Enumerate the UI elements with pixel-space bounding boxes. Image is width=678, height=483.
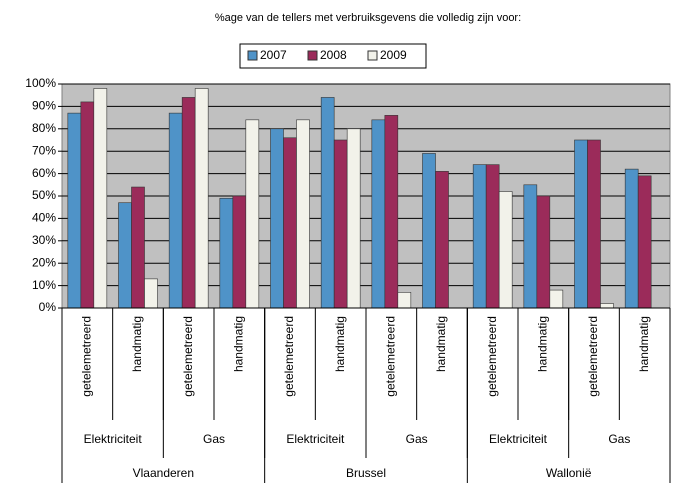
y-tick-label: 30% xyxy=(32,233,56,247)
bar xyxy=(296,119,310,309)
group-label: Vlaanderen xyxy=(133,466,194,480)
bar xyxy=(574,139,588,309)
bar xyxy=(194,88,209,309)
bar xyxy=(536,195,551,309)
y-tick-label: 90% xyxy=(32,99,56,113)
x-tick-label: getelemetreerd xyxy=(80,316,94,397)
bar xyxy=(485,164,500,309)
legend-label: 2009 xyxy=(380,48,407,62)
group-label: Elektriciteit xyxy=(286,432,345,446)
bar xyxy=(283,137,297,309)
bar xyxy=(346,128,361,309)
bar xyxy=(435,171,449,309)
bar xyxy=(637,175,652,309)
x-tick-label: handmatig xyxy=(637,316,651,372)
y-tick-label: 50% xyxy=(32,188,56,202)
group-label: Elektriciteit xyxy=(489,432,548,446)
y-tick-label: 10% xyxy=(32,278,56,292)
x-tick-label: getelemetreerd xyxy=(384,316,398,397)
legend-label: 2008 xyxy=(320,48,347,62)
bar xyxy=(600,303,614,309)
x-tick-label: getelemetreerd xyxy=(586,316,600,397)
y-tick-label: 20% xyxy=(32,255,56,269)
y-tick-label: 40% xyxy=(32,211,56,225)
bar xyxy=(397,292,412,309)
y-tick-label: 0% xyxy=(39,300,57,314)
bar xyxy=(80,101,95,309)
bar xyxy=(320,97,335,309)
x-tick-label: handmatig xyxy=(434,316,448,372)
y-tick-label: 60% xyxy=(32,166,56,180)
x-tick-label: handmatig xyxy=(232,316,246,372)
bar xyxy=(472,164,487,309)
bar xyxy=(624,168,639,309)
bar xyxy=(498,191,513,309)
bar xyxy=(144,278,158,309)
bar xyxy=(523,184,538,309)
bar xyxy=(384,115,399,309)
group-label: Wallonië xyxy=(546,466,592,480)
x-tick-label: handmatig xyxy=(130,316,144,372)
legend-swatch xyxy=(367,50,378,61)
legend-label: 2007 xyxy=(260,48,287,62)
y-tick-label: 80% xyxy=(32,121,56,135)
bar xyxy=(245,119,260,309)
x-tick-label: handmatig xyxy=(536,316,550,372)
bar xyxy=(118,202,132,309)
chart-title: %age van de tellers met verbruiksgevens … xyxy=(215,12,521,24)
x-tick-label: getelemetreerd xyxy=(181,316,195,397)
bar xyxy=(422,153,436,309)
bar xyxy=(168,112,183,309)
group-label: Brussel xyxy=(346,466,386,480)
bar xyxy=(371,119,386,309)
bar xyxy=(270,128,284,309)
legend-swatch xyxy=(307,50,318,61)
bar xyxy=(67,112,82,309)
bar xyxy=(219,197,234,309)
y-tick-label: 70% xyxy=(32,143,56,157)
bar xyxy=(131,186,145,309)
bar xyxy=(232,195,247,309)
y-tick-label: 100% xyxy=(25,76,56,90)
x-tick-label: getelemetreerd xyxy=(282,316,296,397)
bar xyxy=(549,289,564,309)
bar xyxy=(587,139,601,309)
x-tick-label: handmatig xyxy=(333,316,347,372)
bar xyxy=(93,88,108,309)
group-label: Gas xyxy=(608,432,630,446)
bar xyxy=(333,139,348,309)
bar xyxy=(181,97,196,309)
group-label: Elektriciteit xyxy=(84,432,143,446)
legend-box xyxy=(239,43,427,69)
group-label: Gas xyxy=(406,432,428,446)
group-label: Gas xyxy=(203,432,225,446)
legend-swatch xyxy=(247,50,258,61)
x-tick-label: getelemetreerd xyxy=(485,316,499,397)
